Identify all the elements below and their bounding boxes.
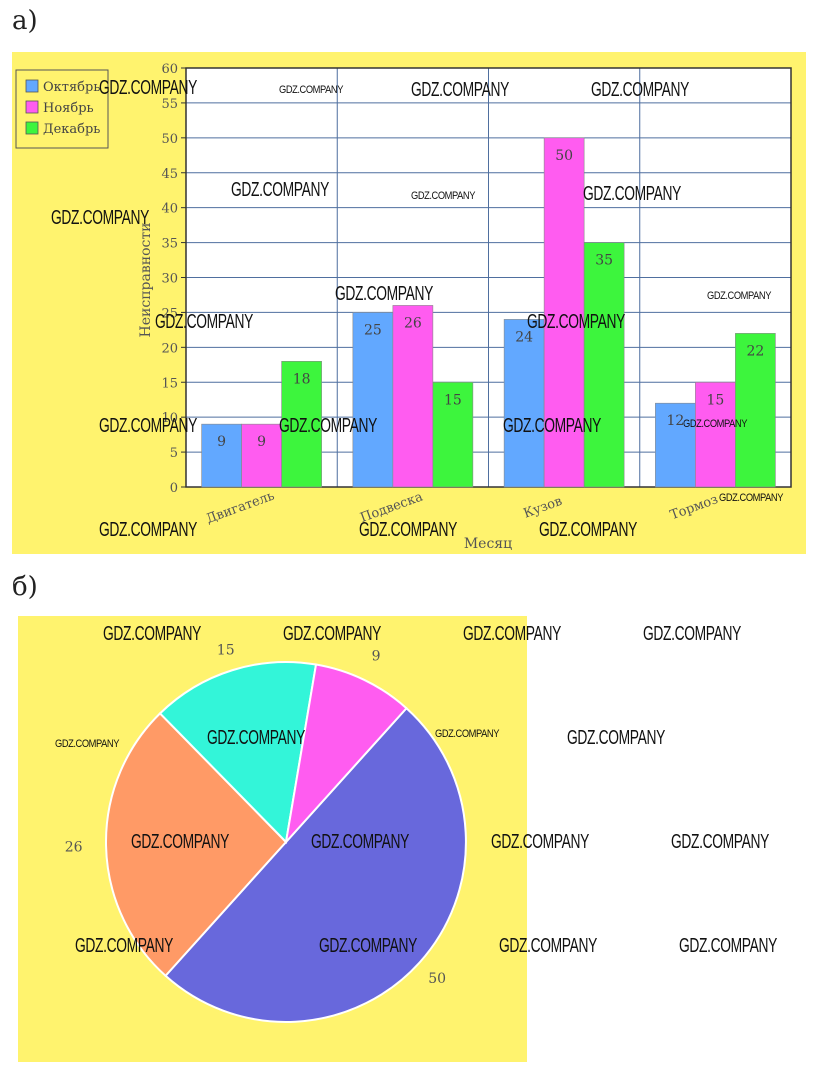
bar-value-label: 24 — [515, 329, 533, 345]
pie-slice — [158, 661, 318, 845]
bar — [392, 305, 434, 488]
y-tick-label: 40 — [161, 202, 178, 217]
bar — [583, 242, 625, 488]
bar-value-label: 12 — [666, 413, 684, 429]
bar-value-label: 18 — [293, 371, 311, 387]
pie-value-label: 9 — [372, 649, 381, 665]
bar-value-label: 9 — [257, 434, 266, 450]
bar-value-label: 15 — [706, 392, 724, 408]
bar-value-label: 9 — [217, 434, 226, 450]
y-tick-label: 45 — [161, 167, 178, 182]
legend-label: Октябрь — [43, 80, 100, 95]
y-tick-label: 30 — [161, 272, 178, 287]
bar — [432, 381, 474, 488]
part-b-label: б) — [12, 572, 38, 602]
bar — [201, 423, 242, 488]
bar — [655, 402, 696, 488]
pie-slice — [284, 663, 408, 846]
legend-swatch — [25, 121, 39, 135]
pie-slice — [164, 706, 467, 1023]
y-tick-label: 15 — [161, 376, 178, 391]
y-tick-label: 35 — [161, 237, 178, 252]
bar — [543, 137, 585, 488]
y-tick-label: 50 — [161, 132, 178, 147]
y-tick-label: 55 — [161, 97, 178, 112]
bar — [503, 319, 545, 488]
pie-value-label: 15 — [217, 643, 235, 659]
bar — [695, 381, 736, 488]
y-tick-label: 25 — [161, 306, 178, 321]
legend-label: Ноябрь — [43, 101, 94, 116]
y-tick-label: 10 — [161, 411, 178, 426]
bar-value-label: 22 — [746, 343, 764, 359]
bar-value-label: 50 — [555, 148, 573, 164]
pie-value-label: 50 — [428, 971, 446, 987]
y-tick-label: 0 — [170, 481, 178, 496]
y-axis-label: Неисправности — [138, 223, 154, 338]
bar-value-label: 15 — [444, 392, 462, 408]
y-tick-label: 20 — [161, 341, 178, 356]
bar — [281, 360, 322, 488]
plot-frame — [185, 67, 792, 488]
bar-value-label: 35 — [595, 253, 613, 269]
part-a-label: а) — [12, 6, 38, 36]
bar — [735, 333, 776, 488]
bar — [352, 312, 394, 488]
y-tick-label: 60 — [161, 62, 178, 77]
y-tick-label: 5 — [170, 446, 178, 461]
legend-swatch — [25, 100, 39, 114]
bar-value-label: 26 — [404, 315, 422, 331]
bar — [241, 423, 282, 488]
legend-swatch — [25, 79, 39, 93]
x-axis-label: Месяц — [464, 536, 512, 552]
pie-slice — [105, 711, 288, 978]
bar-value-label: 25 — [364, 322, 382, 338]
pie-value-label: 26 — [65, 839, 83, 855]
legend-label: Декабрь — [43, 122, 100, 137]
